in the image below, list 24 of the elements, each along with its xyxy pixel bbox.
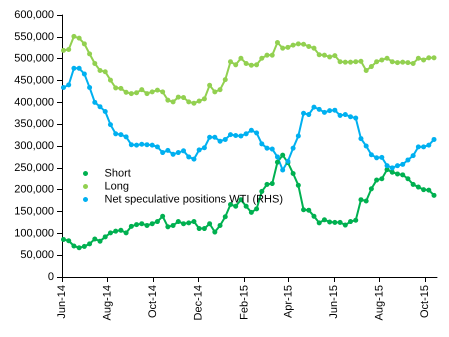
x-tick-label: Feb-15 — [238, 285, 251, 320]
y-tick-label: 0 — [48, 271, 54, 283]
y-tick-label: 150,000 — [14, 206, 54, 218]
x-tick-label: Jun-14 — [56, 285, 68, 319]
y-tick-label: 500,000 — [14, 52, 54, 65]
y-tick-label: 250,000 — [14, 162, 54, 174]
x-tick-label: Jun-15 — [328, 285, 340, 319]
y-tick-label: 200,000 — [14, 184, 54, 196]
x-tick-label: Oct-14 — [146, 285, 159, 318]
x-tick-label: Aug-15 — [374, 285, 386, 320]
x-tick-label: Apr-15 — [282, 285, 295, 318]
x-tick-label: Aug-14 — [101, 285, 114, 320]
y-tick-label: 550,000 — [14, 30, 54, 43]
y-tick-label: 300,000 — [14, 140, 54, 152]
legend-label: Long — [104, 180, 129, 192]
y-tick-label: 400,000 — [14, 96, 54, 108]
y-tick-label: 100,000 — [14, 227, 54, 240]
y-tick-label: 50,000 — [20, 249, 54, 262]
x-tick-label: Oct-15 — [419, 285, 432, 318]
x-tick-label: Dec-14 — [192, 285, 204, 320]
y-tick-label: 450,000 — [14, 74, 54, 86]
y-tick-label: 600,000 — [14, 9, 54, 21]
y-tick-label: 350,000 — [14, 118, 54, 130]
legend-label: Short — [104, 168, 131, 180]
